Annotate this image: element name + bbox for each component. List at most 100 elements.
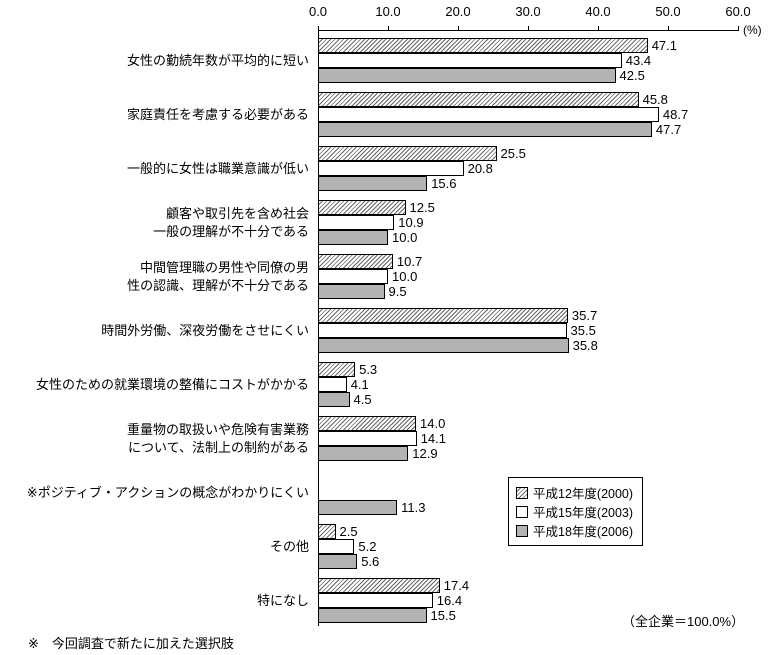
legend-label: 平成12年度(2000) <box>533 487 634 501</box>
bar-set: 10.7 10.0 9.5 <box>318 254 768 299</box>
bar-row: 47.7 <box>318 122 768 137</box>
bar-row: 4.5 <box>318 392 768 407</box>
bar-value-label: 10.0 <box>392 230 418 245</box>
bar-series-2 <box>318 593 433 608</box>
bar-set: 2.5 5.2 5.6 <box>318 524 768 569</box>
bar-row: 10.0 <box>318 269 768 284</box>
bar-row: 14.0 <box>318 416 768 431</box>
bar-value-label: 12.5 <box>409 200 435 215</box>
category-label: ※ポジティブ・アクションの概念がわかりにくい <box>26 484 309 500</box>
category-label: 女性の勤続年数が平均的に短い <box>126 52 309 68</box>
bar-row: 11.3 <box>318 500 768 515</box>
bar-value-label: 15.6 <box>431 176 457 191</box>
bar-row: 4.1 <box>318 377 768 392</box>
bar-series-2 <box>318 161 464 176</box>
bar-row: 42.5 <box>318 68 768 83</box>
legend-swatch-gray <box>516 524 528 537</box>
bar-value-label: 5.6 <box>361 554 380 569</box>
bar-set: 14.0 14.1 12.9 <box>318 416 768 461</box>
category-label: 重量物の取扱いや危険有害業務 について、法制上の制約がある <box>126 421 309 455</box>
bar-row: 45.8 <box>318 92 768 107</box>
bar-series-2 <box>318 377 347 392</box>
bar-value-label: 14.1 <box>420 431 446 446</box>
bar-value-label: 47.1 <box>651 38 677 53</box>
category-label: 家庭責任を考慮する必要がある <box>126 106 309 122</box>
category-label: その他 <box>269 538 309 554</box>
bar-series-1 <box>318 524 336 539</box>
x-axis-unit-label: (%) <box>743 23 762 37</box>
bar-group: 特になし 17.4 16.4 15.5 <box>0 578 768 623</box>
bar-value-label: 11.3 <box>401 500 426 515</box>
bar-row: 43.4 <box>318 53 768 68</box>
bar-group: 中間管理職の男性や同僚の男 性の認識、理解が不十分である 10.7 10.0 9.5 <box>0 254 768 299</box>
bar-series-1 <box>318 362 356 377</box>
legend-label: 平成15年度(2003) <box>533 506 634 520</box>
bar-group: ※ポジティブ・アクションの概念がわかりにくい 11.3 <box>0 470 768 515</box>
bar-series-2 <box>318 539 355 554</box>
legend-item: 平成12年度(2000) <box>516 483 633 502</box>
bar-row: 10.0 <box>318 230 768 245</box>
bar-group: 時間外労働、深夜労働をさせにくい 35.7 35.5 35.8 <box>0 308 768 353</box>
bar-row: 15.6 <box>318 176 768 191</box>
x-tick-label: 0.0 <box>308 4 328 19</box>
bar-value-label: 12.9 <box>412 446 438 461</box>
bar-series-3 <box>318 338 569 353</box>
x-tick-mark <box>528 26 529 31</box>
bar-series-3 <box>318 446 409 461</box>
category-label: 特になし <box>256 592 309 608</box>
bar-series-1 <box>318 416 416 431</box>
bar-row: 35.7 <box>318 308 768 323</box>
bar-value-label: 48.7 <box>662 107 689 122</box>
legend-item: 平成15年度(2003) <box>516 502 633 521</box>
bar-row: 14.1 <box>318 431 768 446</box>
x-tick-label: 20.0 <box>445 4 471 19</box>
total-note: （全企業＝100.0%） <box>622 614 745 629</box>
x-tick-mark <box>598 26 599 31</box>
bar-row: 48.7 <box>318 107 768 122</box>
bar-row: 15.5 <box>318 608 768 623</box>
bar-row: 2.5 <box>318 524 768 539</box>
bar-group: その他 2.5 5.2 5.6 <box>0 524 768 569</box>
bar-value-label: 45.8 <box>642 92 668 107</box>
legend-swatch-white <box>516 505 528 518</box>
x-tick-label: 30.0 <box>515 4 541 19</box>
bar-row: 9.5 <box>318 284 768 299</box>
bar-value-label: 15.5 <box>430 608 456 623</box>
bar-group: 一般的に女性は職業意識が低い 25.5 20.8 15.6 <box>0 146 768 191</box>
bar-value-label: 10.0 <box>392 269 418 284</box>
bar-series-1 <box>318 254 393 269</box>
bar-row: 5.2 <box>318 539 768 554</box>
bar-row: 5.3 <box>318 362 768 377</box>
legend-label: 平成18年度(2006) <box>533 525 634 539</box>
bar-group: 重量物の取扱いや危険有害業務 について、法制上の制約がある 14.0 14.1 12.9 <box>0 416 768 461</box>
legend: 平成12年度(2000) 平成15年度(2003) 平成18年度(2006) <box>508 477 644 546</box>
bar-series-2 <box>318 53 622 68</box>
bar-value-label: 20.8 <box>467 161 493 176</box>
bar-series-3 <box>318 392 350 407</box>
bar-series-2 <box>318 269 388 284</box>
bar-value-label: 35.5 <box>570 323 596 338</box>
bar-value-label: 17.4 <box>443 578 470 593</box>
bar-value-label: 47.7 <box>655 122 682 137</box>
bar-set: 11.3 <box>318 470 768 515</box>
x-tick-mark <box>458 26 459 31</box>
bar-row: 5.6 <box>318 554 768 569</box>
bar-series-3 <box>318 554 358 569</box>
category-label: 女性のための就業環境の整備にコストがかかる <box>35 376 309 392</box>
bar-value-label: 35.7 <box>571 308 598 323</box>
x-tick-mark <box>668 26 669 31</box>
bar-set: 47.1 43.4 42.5 <box>318 38 768 83</box>
category-label: 顧客や取引先を含め社会 一般の理解が不十分である <box>153 205 309 239</box>
bar-series-3 <box>318 608 427 623</box>
bar-row: 12.5 <box>318 200 768 215</box>
x-tick-label: 50.0 <box>655 4 681 19</box>
bar-set: 35.7 35.5 35.8 <box>318 308 768 353</box>
bar-value-label: 5.2 <box>358 539 377 554</box>
bar-row: 16.4 <box>318 593 768 608</box>
bar-set: 45.8 48.7 47.7 <box>318 92 768 137</box>
bar-row: 10.7 <box>318 254 768 269</box>
bar-series-1 <box>318 578 440 593</box>
category-label: 一般的に女性は職業意識が低い <box>126 160 309 176</box>
bar-series-1 <box>318 200 406 215</box>
footnote: ※ 今回調査で新たに加えた選択肢 <box>28 636 234 651</box>
